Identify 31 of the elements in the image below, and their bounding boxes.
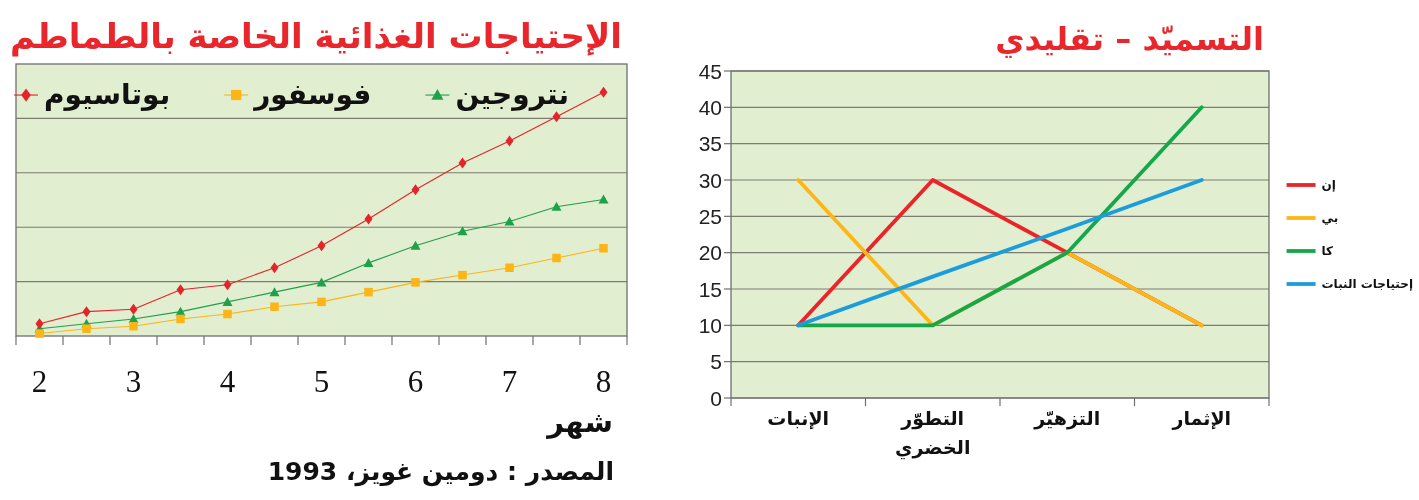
legend-label: كا	[1321, 244, 1334, 259]
y-tick-label: 20	[698, 241, 722, 265]
y-tick-label: 35	[698, 132, 722, 156]
x-tick-label: 3	[125, 364, 142, 399]
x-tick-label: الإثمار	[1171, 407, 1232, 430]
y-tick-label: 30	[698, 168, 722, 192]
x-axis-title: شهر	[545, 405, 613, 439]
y-tick-label: 45	[698, 59, 722, 83]
y-tick-label: 0	[710, 386, 722, 410]
x-tick-label: الإنبات	[767, 407, 830, 430]
y-tick-label: 25	[698, 204, 722, 228]
y-tick-label: 15	[698, 277, 722, 301]
legend-label: بي	[1321, 211, 1339, 226]
legend-label: إن	[1321, 178, 1336, 193]
y-tick-label: 10	[698, 313, 722, 337]
x-tick-label: التزهيّر	[1033, 407, 1101, 430]
y-tick-label: 40	[698, 95, 722, 119]
x-tick-label: التطوّر الخضري	[895, 407, 971, 460]
x-tick-label: 8	[595, 364, 612, 399]
x-tick-label: 4	[219, 364, 236, 399]
x-tick-label: 5	[313, 364, 330, 399]
legend-label: نتروجين	[455, 78, 569, 111]
x-tick-label: 7	[501, 364, 518, 399]
legend-label: فوسفور	[252, 78, 372, 111]
legend-label: إحتياجات النبات	[1321, 277, 1413, 292]
legend-label: بوتاسيوم	[44, 78, 171, 111]
x-tick-label: 6	[407, 364, 424, 399]
chart-title: الإحتياجات الغذائية الخاصة بالطماطم	[10, 16, 622, 57]
text: المصدر : دومين غويز، 1993	[267, 457, 614, 487]
chart-title: التسميّد – تقليدي	[995, 20, 1264, 58]
x-tick-label: 2	[31, 364, 48, 399]
